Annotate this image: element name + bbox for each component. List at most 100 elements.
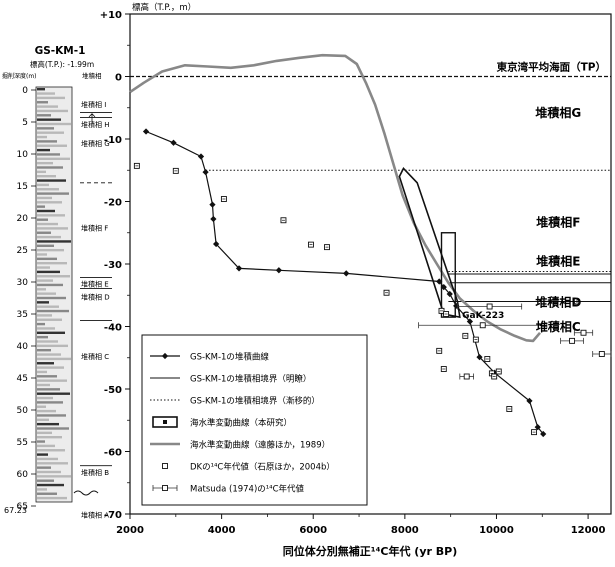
legend-label: GS-KM-1の堆積相境界（漸移的）: [190, 396, 320, 407]
core-lithology-band: [37, 353, 61, 356]
core-lithology-band: [37, 283, 63, 287]
core-facies-label: 堆積相 E: [81, 279, 109, 288]
core-lithology-band: [37, 188, 59, 191]
core-lithology-band: [37, 144, 67, 147]
core-lithology-band: [37, 392, 70, 395]
core-depth-label: 55: [17, 438, 28, 448]
sea-level-band-lower-box: [440, 232, 456, 318]
sea-level-curve-endo-1989: [129, 53, 541, 343]
legend-symbol-box: [152, 416, 178, 428]
deposition-curve-line: [145, 130, 544, 435]
core-lithology-band: [37, 201, 62, 204]
core-lithology-band: [37, 314, 52, 317]
core-lithology-band: [37, 449, 65, 452]
core-facies-label: 堆積相 G: [81, 139, 110, 148]
core-lithology-band: [37, 196, 52, 200]
x-tick-label: 6000: [299, 525, 327, 536]
core-lithology-band: [37, 161, 53, 165]
core-facies-label: 堆積相 B: [81, 468, 109, 477]
core-lithology-band: [37, 431, 52, 435]
core-bottom-wave: [73, 490, 99, 496]
core-lithology-band: [37, 305, 59, 308]
core-depth-label: 65: [17, 502, 28, 512]
x-tick-label: 12000: [571, 525, 606, 536]
deposition-curve-point: [440, 284, 447, 291]
legend-label: DKの¹⁴C年代値（石原ほか，2004b）: [190, 462, 335, 473]
core-depth-label: 50: [17, 406, 29, 416]
core-lithology-band: [37, 227, 68, 230]
core-depth-label: 10: [17, 150, 29, 160]
core-lithology-band: [37, 205, 45, 208]
core-lithology-band: [37, 409, 56, 413]
core-lithology-band: [37, 388, 60, 391]
core-lithology-band: [37, 440, 45, 443]
core-lithology-band: [37, 383, 50, 387]
core-depth-label: 5: [22, 118, 28, 128]
core-facies-arrow: [88, 113, 96, 122]
core-lithology-band: [37, 309, 69, 313]
core-lithology-band: [37, 209, 55, 213]
core-lithology-band: [37, 344, 68, 348]
chart-facies-label: 堆積相D: [535, 295, 581, 310]
core-lithology-band: [37, 318, 62, 321]
deposition-curve-point: [202, 169, 209, 176]
core-facies-labels: 堆積相 I 堆積相 H 堆積相 G 堆積相 F 堆積相 E 堆積相 D 堆積相 C 堆積相 B…: [80, 100, 112, 519]
legend-label: GS-KM-1の堆積曲線: [190, 352, 269, 363]
core-lithology-band: [37, 444, 55, 448]
legend-label: GS-KM-1の堆積相境界（明瞭）: [190, 374, 311, 385]
deposition-curve-point: [446, 290, 453, 298]
matsuda-c14-point: [463, 373, 470, 380]
core-lithology-band: [37, 405, 46, 408]
core-bottom-depth: 67.23: [4, 506, 27, 515]
core-lithology-band: [37, 479, 54, 482]
y-tick-label: -60: [104, 448, 122, 459]
x-tick-label: 8000: [391, 525, 419, 536]
matsuda-c14-point: [569, 337, 576, 344]
y-tick-label: +10: [100, 10, 122, 21]
x-axis: 2000 4000 6000 8000 10000 12000: [116, 514, 606, 536]
core-lithology-band: [37, 248, 64, 252]
core-lithology-band: [37, 462, 68, 465]
core-lithology-band: [37, 422, 59, 426]
core-lithology-band: [37, 427, 69, 430]
core-lithology-band: [37, 349, 51, 352]
core-lithology-band: [37, 475, 71, 478]
core-lithology-band: [37, 118, 61, 121]
core-lithology-band: [37, 170, 46, 174]
core-lithology-band: [37, 362, 54, 365]
legend-label: 海水準変動曲線（本研究）: [190, 418, 292, 429]
core-lithology-band: [37, 153, 60, 156]
y-tick-label: -70: [104, 510, 122, 521]
y-tick-label: -40: [104, 323, 122, 334]
legend-label: Matsuda (1974)の¹⁴C年代値: [190, 484, 305, 495]
core-depth-label: 30: [17, 278, 29, 288]
legend-items: GS-KM-1の堆積曲線 GS-KM-1の堆積相境界（明瞭） GS-KM-1の堆積相…: [150, 352, 335, 495]
deposition-curve-point: [210, 215, 217, 223]
core-lithology-band: [37, 414, 66, 417]
core-lithology-band: [37, 166, 63, 169]
gak-223-label: GaK-223: [462, 311, 504, 321]
core-lithology-band: [37, 257, 57, 261]
core-depth-label: 60: [17, 470, 29, 480]
facies-label-layer: 堆積相G 堆積相F 堆積相E 堆積相D 堆積相C: [535, 105, 581, 334]
deposition-curve-point: [213, 240, 220, 248]
core-lithology-band: [37, 109, 68, 113]
core-lithology-band: [37, 275, 70, 278]
core-lithology-band: [37, 357, 71, 361]
core-lithology-band: [37, 214, 65, 217]
core-lithology-band: [37, 127, 54, 130]
core-lithology-band: [37, 457, 58, 461]
matsuda-c14-point: [486, 303, 493, 310]
y-axis: +10 0 -10 -20 -30 -40 -50 -60 -70: [100, 10, 130, 521]
core-lithology-band: [37, 235, 61, 239]
core-lithology-band: [37, 483, 64, 487]
y-tick-label: -20: [104, 198, 122, 209]
deposition-curve-point: [476, 354, 483, 361]
legend-symbol-box-mark: [163, 420, 167, 424]
facies-e-arrow: [573, 298, 581, 307]
matsuda-c14-point: [598, 351, 605, 357]
y-tick-label: -10: [104, 135, 122, 146]
core-lithology-band: [37, 88, 45, 91]
core-lithology-band: [37, 436, 62, 439]
core-depth-axis: 0 5 10 15 20 25 30 35 40 45 50 55 60 65: [17, 86, 36, 512]
